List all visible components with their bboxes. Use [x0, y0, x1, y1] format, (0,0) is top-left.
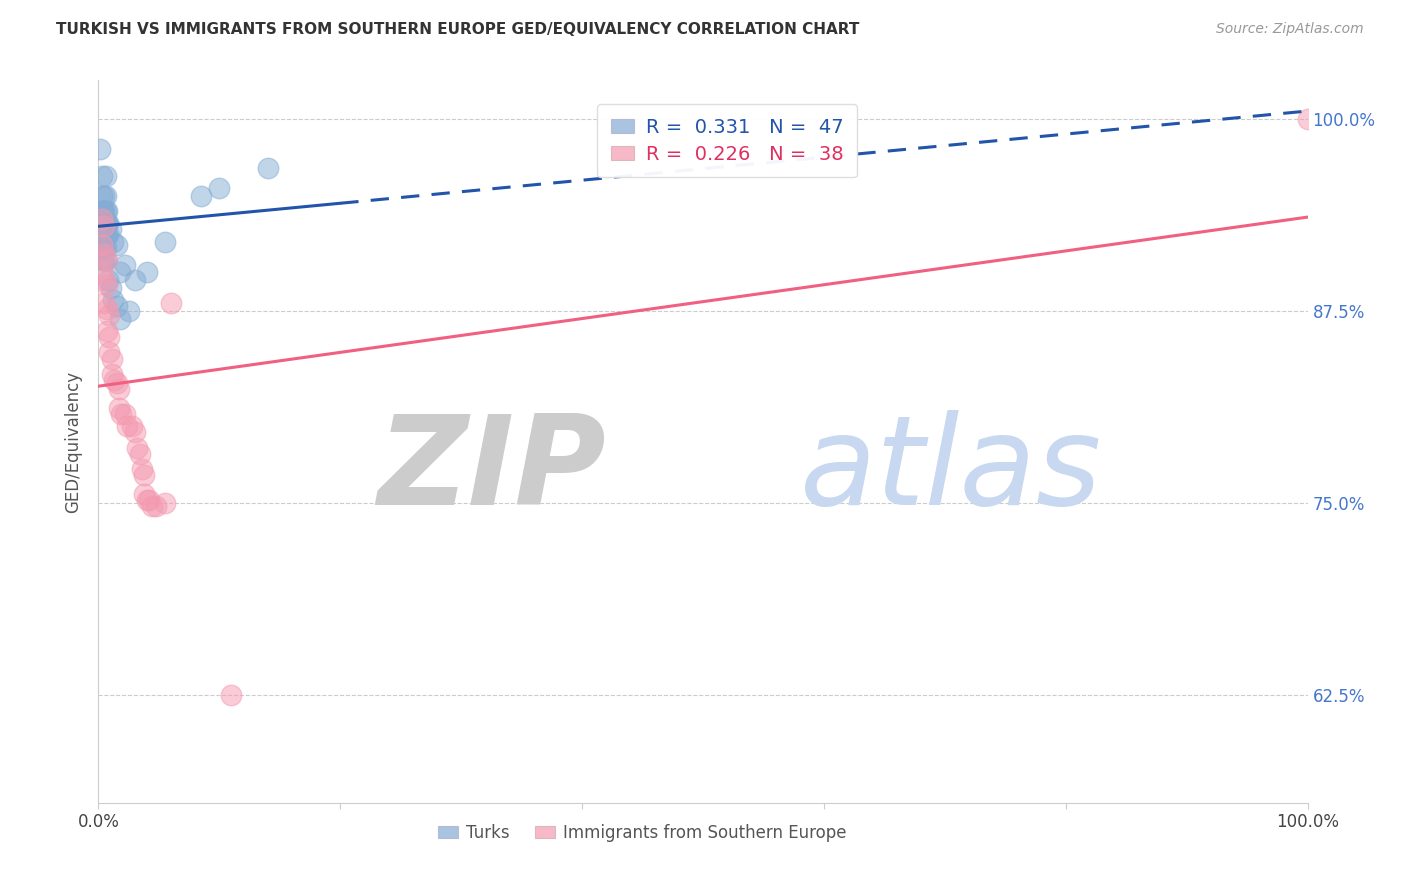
Point	[135, 265, 157, 279]
Point	[93, 188, 115, 202]
Point	[94, 241, 117, 255]
Point	[94, 216, 117, 230]
Point	[256, 161, 278, 175]
Point	[138, 492, 160, 507]
Point	[96, 277, 118, 292]
Point	[127, 441, 149, 455]
Point	[91, 203, 114, 218]
Legend: Turks, Immigrants from Southern Europe: Turks, Immigrants from Southern Europe	[432, 817, 853, 848]
Point	[93, 253, 115, 268]
Point	[91, 237, 114, 252]
Y-axis label: GED/Equivalency: GED/Equivalency	[65, 370, 83, 513]
Point	[105, 237, 128, 252]
Point	[100, 367, 122, 381]
Point	[101, 235, 124, 249]
Point	[93, 203, 115, 218]
Point	[91, 211, 114, 226]
Point	[94, 169, 117, 183]
Point	[141, 499, 163, 513]
Point	[108, 382, 131, 396]
Point	[91, 241, 114, 255]
Point	[105, 376, 128, 391]
Point	[101, 293, 124, 307]
Point	[94, 228, 117, 243]
Point	[108, 401, 131, 415]
Point	[91, 216, 114, 230]
Point	[100, 351, 122, 366]
Point	[98, 309, 121, 323]
Point	[1296, 112, 1319, 126]
Point	[221, 688, 243, 702]
Point	[91, 228, 114, 243]
Point	[93, 273, 115, 287]
Point	[153, 496, 176, 510]
Point	[134, 487, 156, 501]
Point	[93, 228, 115, 243]
Point	[89, 143, 111, 157]
Point	[114, 258, 136, 272]
Point	[118, 304, 141, 318]
Point	[91, 169, 114, 183]
Point	[97, 273, 120, 287]
Text: TURKISH VS IMMIGRANTS FROM SOUTHERN EUROPE GED/EQUIVALENCY CORRELATION CHART: TURKISH VS IMMIGRANTS FROM SOUTHERN EURO…	[56, 22, 859, 37]
Point	[110, 407, 132, 421]
Point	[96, 228, 118, 243]
Point	[103, 373, 125, 387]
Text: Source: ZipAtlas.com: Source: ZipAtlas.com	[1216, 22, 1364, 37]
Point	[91, 203, 114, 218]
Point	[97, 227, 120, 241]
Point	[94, 203, 117, 218]
Point	[96, 203, 118, 218]
Point	[121, 419, 143, 434]
Point	[97, 216, 120, 230]
Point	[117, 419, 139, 434]
Point	[145, 499, 167, 513]
Point	[134, 468, 156, 483]
Point	[91, 216, 114, 230]
Point	[190, 188, 212, 202]
Point	[91, 228, 114, 243]
Point	[131, 462, 153, 476]
Text: atlas: atlas	[800, 410, 1102, 531]
Point	[124, 425, 146, 440]
Point	[96, 324, 118, 338]
Text: ZIP: ZIP	[378, 410, 606, 531]
Point	[128, 447, 150, 461]
Point	[91, 253, 114, 268]
Point	[105, 299, 128, 313]
Point	[94, 253, 117, 268]
Point	[91, 188, 114, 202]
Point	[98, 345, 121, 359]
Point	[96, 216, 118, 230]
Point	[135, 492, 157, 507]
Point	[153, 235, 176, 249]
Point	[100, 222, 122, 236]
Point	[114, 407, 136, 421]
Point	[93, 219, 115, 234]
Point	[96, 253, 118, 268]
Point	[93, 296, 115, 310]
Point	[91, 241, 114, 255]
Point	[93, 241, 115, 255]
Point	[91, 265, 114, 279]
Point	[93, 247, 115, 261]
Point	[108, 265, 131, 279]
Point	[108, 311, 131, 326]
Point	[160, 296, 183, 310]
Point	[208, 181, 231, 195]
Point	[96, 302, 118, 317]
Point	[124, 273, 146, 287]
Point	[93, 216, 115, 230]
Point	[94, 188, 117, 202]
Point	[100, 281, 122, 295]
Point	[98, 330, 121, 344]
